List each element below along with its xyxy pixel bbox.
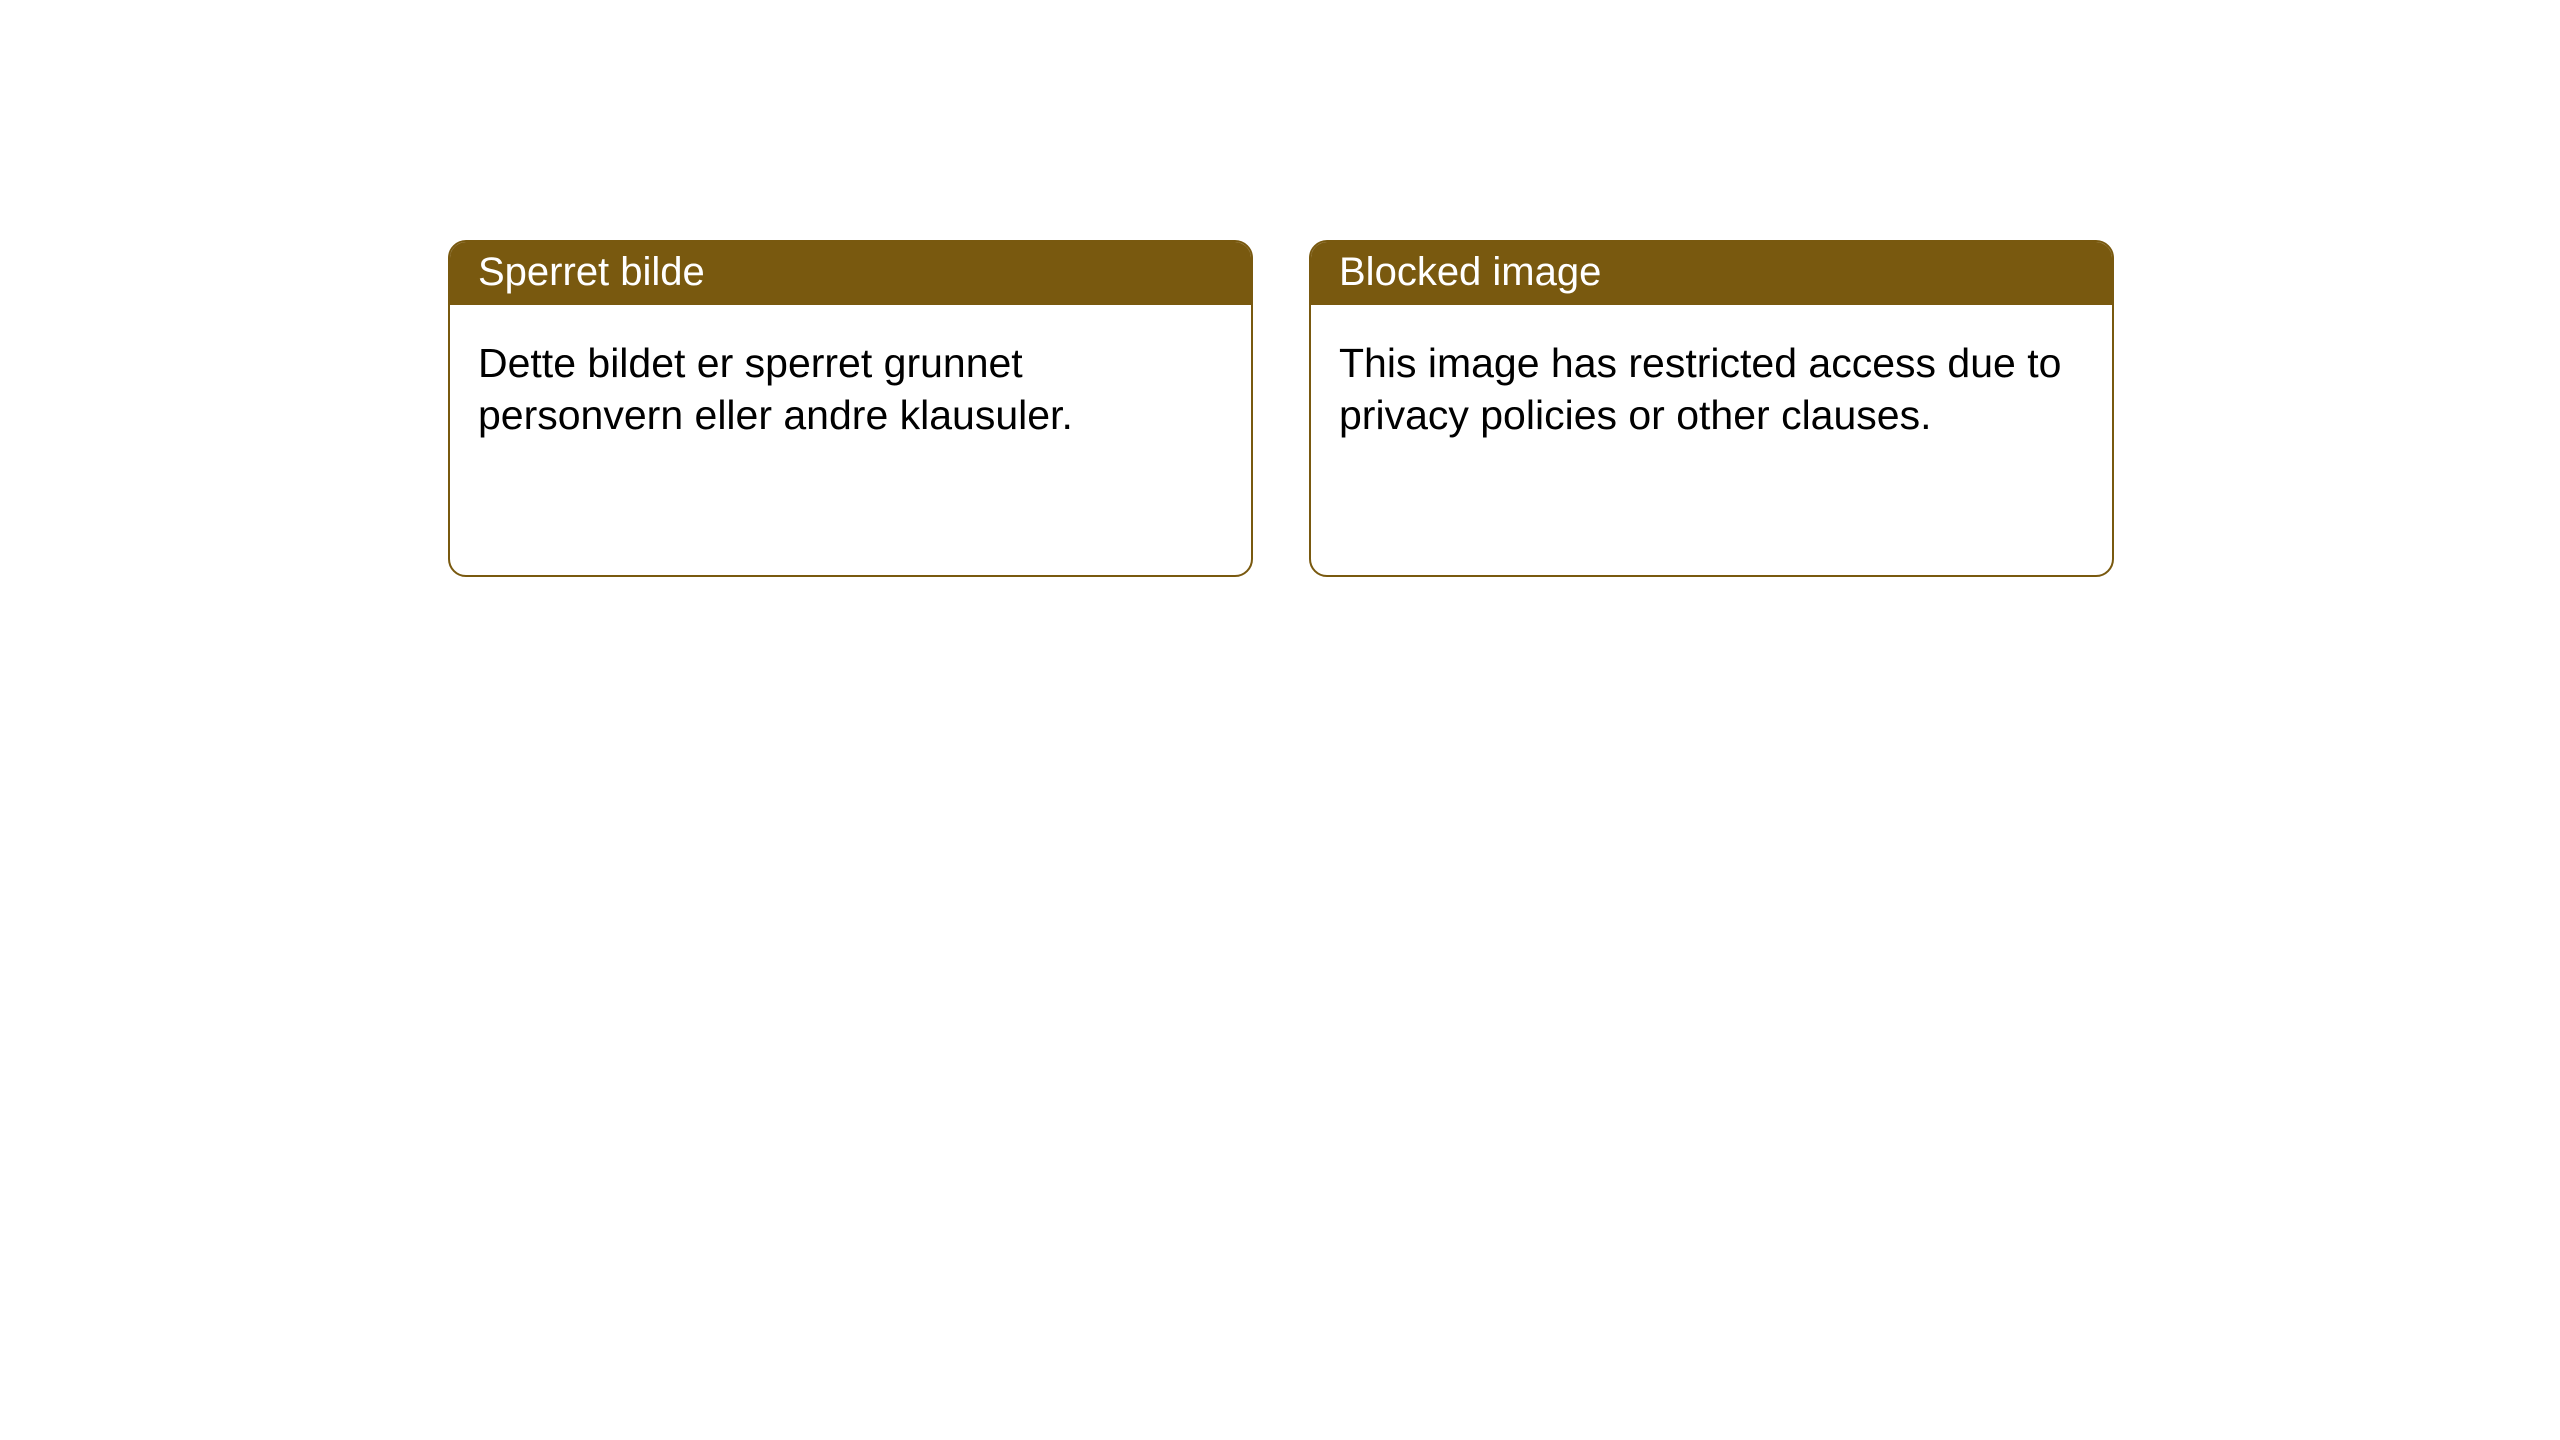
notice-header: Blocked image xyxy=(1311,242,2112,305)
notice-body: Dette bildet er sperret grunnet personve… xyxy=(450,305,1251,474)
notice-card-norwegian: Sperret bilde Dette bildet er sperret gr… xyxy=(448,240,1253,577)
notice-body: This image has restricted access due to … xyxy=(1311,305,2112,474)
notice-title: Blocked image xyxy=(1339,250,1601,294)
notice-body-text: This image has restricted access due to … xyxy=(1339,340,2061,438)
notice-card-english: Blocked image This image has restricted … xyxy=(1309,240,2114,577)
notice-body-text: Dette bildet er sperret grunnet personve… xyxy=(478,340,1073,438)
notice-cards-container: Sperret bilde Dette bildet er sperret gr… xyxy=(448,240,2560,577)
notice-title: Sperret bilde xyxy=(478,250,705,294)
notice-header: Sperret bilde xyxy=(450,242,1251,305)
